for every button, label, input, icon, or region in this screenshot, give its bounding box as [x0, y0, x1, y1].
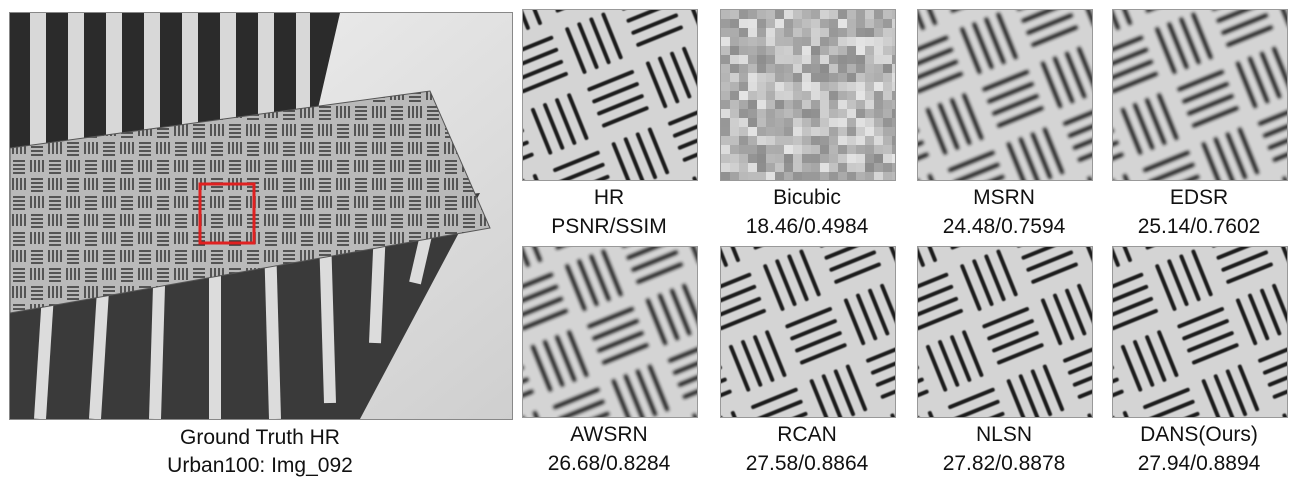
- main-caption-dataset: Urban100: Img_092: [167, 454, 353, 477]
- method-metric: 27.94/0.8894: [1137, 452, 1261, 475]
- method-name: AWSRN: [570, 423, 648, 446]
- caption-msrn: MSRN 24.48/0.7594: [917, 183, 1091, 241]
- caption-edsr: EDSR 25.14/0.7602: [1112, 183, 1286, 241]
- main-caption: Ground Truth HR Urban100: Img_092: [9, 424, 511, 480]
- method-name: HR: [593, 186, 625, 209]
- caption-awsrn: AWSRN 26.68/0.8284: [522, 420, 696, 478]
- method-name: EDSR: [1169, 186, 1229, 209]
- zoom-crop-image: [721, 10, 895, 180]
- tile-msrn: [917, 9, 1093, 181]
- zoom-crop-image: [523, 10, 697, 180]
- tile-dans: [1112, 246, 1288, 418]
- zoom-crop-image: [523, 247, 697, 417]
- caption-dans: DANS(Ours) 27.94/0.8894: [1112, 420, 1286, 478]
- tile-edsr: [1112, 9, 1288, 181]
- tile-bicubic: [720, 9, 896, 181]
- caption-rcan: RCAN 27.58/0.8864: [720, 420, 894, 478]
- method-metric: 27.82/0.8878: [942, 452, 1066, 475]
- zoom-region-box: [198, 182, 256, 245]
- method-metric: 26.68/0.8284: [547, 452, 671, 475]
- zoom-crop-image: [721, 247, 895, 417]
- method-name: NLSN: [975, 423, 1033, 446]
- tile-hr: [522, 9, 698, 181]
- method-metric: 24.48/0.7594: [942, 215, 1066, 238]
- method-name: DANS(Ours): [1140, 423, 1258, 446]
- zoom-crop-image: [1113, 247, 1287, 417]
- tile-awsrn: [522, 246, 698, 418]
- tile-rcan: [720, 246, 896, 418]
- tile-nlsn: [917, 246, 1093, 418]
- method-metric: PSNR/SSIM: [551, 215, 667, 238]
- zoom-crop-image: [1113, 10, 1287, 180]
- main-caption-title: Ground Truth HR: [180, 426, 340, 449]
- caption-hr: HR PSNR/SSIM: [522, 183, 696, 241]
- building-photo: [10, 13, 512, 419]
- caption-bicubic: Bicubic 18.46/0.4984: [720, 183, 894, 241]
- ground-truth-image: [9, 12, 513, 420]
- method-metric: 27.58/0.8864: [745, 452, 869, 475]
- method-name: Bicubic: [773, 186, 841, 209]
- method-metric: 18.46/0.4984: [745, 215, 869, 238]
- method-name: RCAN: [777, 423, 837, 446]
- zoom-crop-image: [918, 247, 1092, 417]
- zoom-crop-image: [918, 10, 1092, 180]
- method-name: MSRN: [973, 186, 1035, 209]
- caption-nlsn: NLSN 27.82/0.8878: [917, 420, 1091, 478]
- method-metric: 25.14/0.7602: [1137, 215, 1261, 238]
